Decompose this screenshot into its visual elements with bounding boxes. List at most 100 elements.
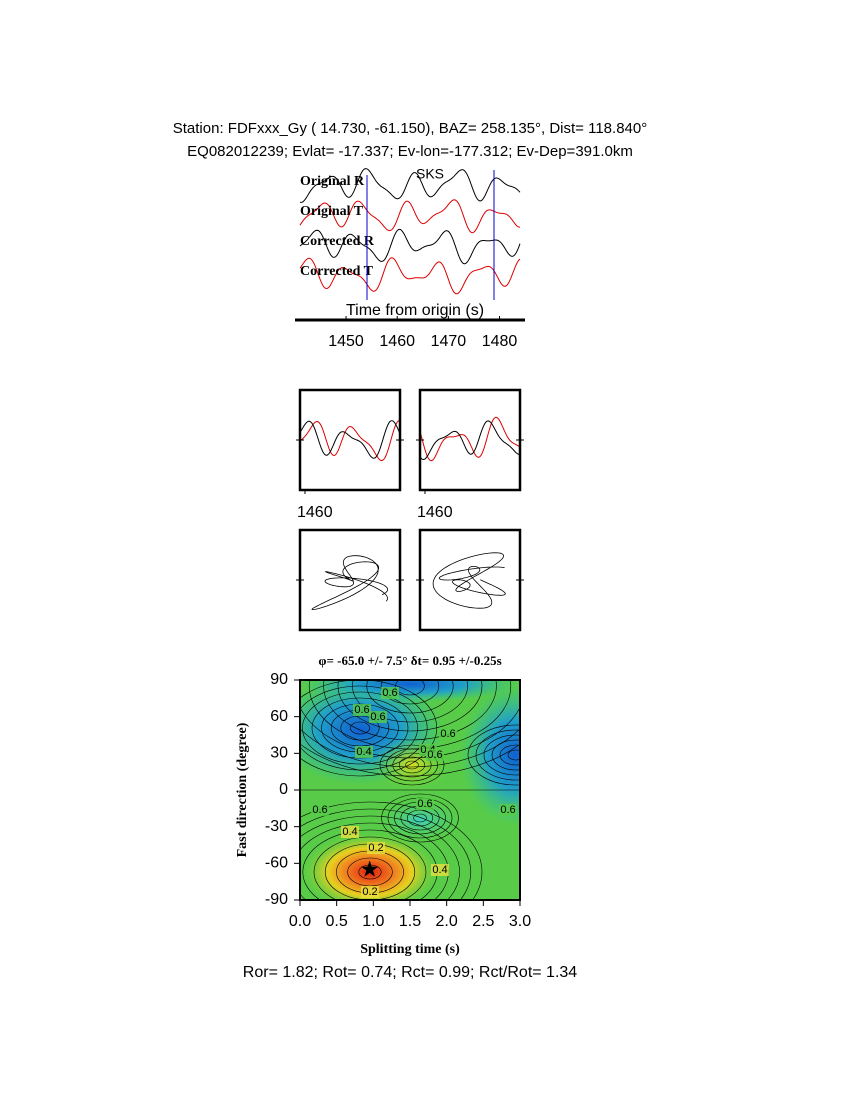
contour [483, 734, 520, 776]
trace [419, 416, 521, 462]
x-axis-label: Time from origin (s) [346, 302, 484, 319]
contour [467, 724, 520, 786]
x-tick-label: 2.0 [436, 913, 458, 930]
y-tick-label: 90 [270, 671, 288, 688]
contour-label-bg [353, 704, 371, 716]
contour-label: 0.2 [368, 842, 383, 854]
contour-label-bg [426, 749, 444, 761]
contour [313, 836, 427, 900]
contour-label-bg [341, 826, 359, 838]
trace [299, 257, 521, 295]
contour-label: 0.6 [500, 804, 515, 816]
contour [413, 813, 427, 823]
x-axis-label: Splitting time (s) [360, 942, 460, 957]
trace-label: Original R [300, 174, 365, 189]
contour-label: 0.6 [427, 749, 442, 761]
x-tick-label: 0.0 [289, 913, 311, 930]
contour-label: 0.4 [342, 826, 357, 838]
trace-label: Original T [300, 204, 364, 219]
contour [491, 739, 520, 771]
contour-label-bg [355, 746, 373, 758]
contour-label: 0.6 [440, 728, 455, 740]
contour-label-bg [369, 711, 387, 723]
x-tick-label: 1460 [297, 504, 333, 521]
contour-label-bg [367, 842, 385, 854]
contour [405, 760, 419, 770]
contour [507, 749, 520, 761]
x-tick-label: 1460 [379, 333, 415, 350]
y-axis-label: Fast direction (degree) [235, 722, 250, 857]
x-tick-label: 1450 [328, 333, 364, 350]
misfit-map [300, 680, 520, 900]
contour-label-bg [381, 687, 399, 699]
footer: Ror= 1.82; Rot= 0.74; Rct= 0.99; Rct/Rot… [243, 964, 578, 981]
contour [302, 691, 418, 765]
x-tick-label: 0.5 [326, 913, 348, 930]
contour [395, 680, 425, 696]
contour [366, 680, 454, 714]
trace-label: Corrected R [300, 234, 375, 249]
contour [380, 680, 440, 705]
contour [300, 808, 472, 900]
contour [300, 685, 428, 771]
contour [300, 706, 520, 759]
contour-label: 0.2 [362, 886, 377, 898]
x-tick-label: 1460 [417, 504, 453, 521]
contour-label: 0.6 [312, 804, 327, 816]
y-tick-label: -30 [265, 818, 288, 835]
trace [299, 420, 401, 459]
phase-label: SKS [416, 166, 444, 182]
panel-frame [298, 388, 402, 492]
contour-label: 0.6 [354, 704, 369, 716]
contour-label: 0.4 [432, 864, 447, 876]
contour [499, 744, 520, 766]
contour-label: 0.6 [382, 687, 397, 699]
header-line: Station: FDFxxx_Gy ( 14.730, -61.150), B… [173, 120, 647, 137]
contour-label: 0.6 [370, 711, 385, 723]
contour [392, 752, 432, 778]
x-tick-label: 1.5 [399, 913, 421, 930]
contour [308, 680, 512, 750]
contour-label-bg [311, 804, 329, 816]
particle-motion [432, 552, 506, 609]
trace [419, 420, 521, 461]
contour [300, 815, 460, 900]
contour [337, 680, 483, 732]
x-tick-label: 1.0 [362, 913, 384, 930]
contour [300, 801, 483, 900]
plot-title: φ= -65.0 +/- 7.5° δt= 0.95 +/-0.25s [318, 653, 501, 668]
contour-label-bg [431, 864, 449, 876]
contour-label-bg [416, 798, 434, 810]
x-tick-label: 3.0 [509, 913, 531, 930]
x-tick-label: 1480 [482, 333, 518, 350]
y-tick-label: -60 [265, 855, 288, 872]
contour [323, 680, 497, 741]
contour [352, 680, 468, 723]
contour-label-bg [361, 886, 379, 898]
y-tick-label: 30 [270, 745, 288, 762]
panel-frame [418, 528, 522, 632]
contour [398, 756, 426, 774]
contour [350, 721, 370, 735]
particle-motion [311, 555, 389, 610]
y-tick-label: 60 [270, 708, 288, 725]
best-fit-star [361, 860, 379, 877]
contour [300, 728, 520, 768]
y-tick-label: 0 [279, 781, 288, 798]
trace [299, 168, 521, 203]
trace [299, 228, 521, 265]
contour-label: 0.4 [356, 746, 371, 758]
x-tick-label: 1470 [431, 333, 467, 350]
x-tick-label: 2.5 [472, 913, 494, 930]
panel-frame [418, 388, 522, 492]
contour-label: 0.6 [417, 798, 432, 810]
contour [300, 743, 520, 777]
trace [299, 419, 401, 461]
contour [475, 729, 520, 781]
contour [381, 793, 459, 843]
contour-label-bg [439, 728, 457, 740]
trace [299, 199, 520, 234]
y-tick-label: -90 [265, 891, 288, 908]
trace-label: Corrected T [300, 264, 374, 279]
